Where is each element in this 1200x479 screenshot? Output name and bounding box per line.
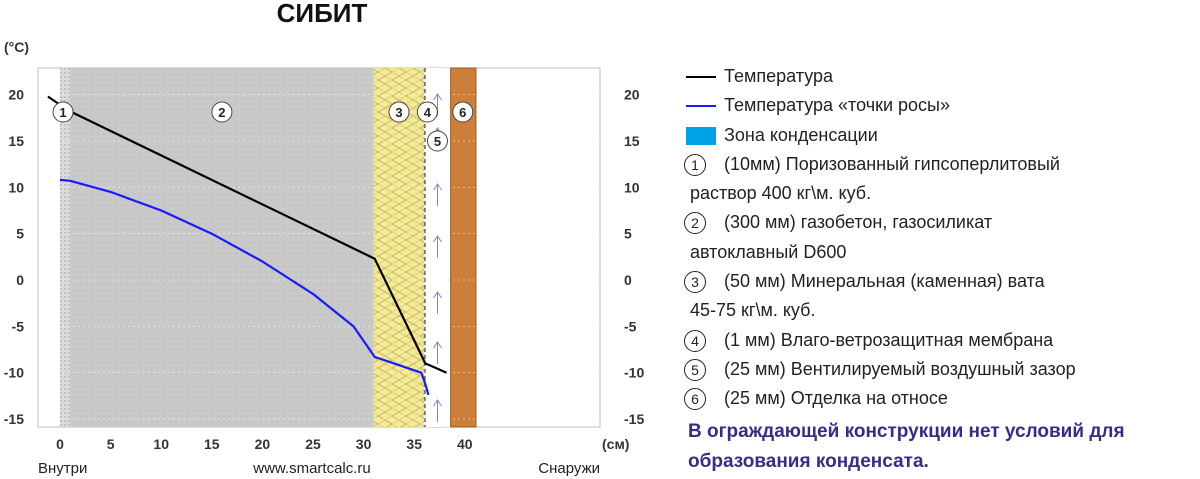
x-tick-label: 35 <box>406 436 422 452</box>
y-tick-label-right: -15 <box>624 411 644 427</box>
y-tick-label-left: 15 <box>8 133 24 149</box>
layer-item-3: 3 (50 мм) Минеральная (каменная) вата 45-7… <box>684 267 1196 326</box>
layer-2-band <box>70 68 374 427</box>
layer-1-marker <box>52 101 74 123</box>
layer-item-number-badge: 6 <box>684 388 706 411</box>
y-tick-label-left: 10 <box>8 179 24 195</box>
legend-dew-point: Температура «точки росы» <box>684 91 1196 120</box>
legend-temperature-label: Температура <box>724 66 834 86</box>
x-tick-label: 20 <box>255 436 271 452</box>
x-tick-label: 15 <box>204 436 220 452</box>
airflow-arrow-head <box>433 399 442 407</box>
airflow-arrow-head <box>433 291 442 299</box>
layer-3-marker-label: 3 <box>395 105 402 120</box>
layer-4-marker <box>416 101 438 123</box>
y-tick-label-right: 20 <box>624 87 640 103</box>
layer-2-marker-label: 2 <box>218 105 225 120</box>
layer-item-description: (10мм) Поризованный гипсоперлитовый <box>724 153 1060 174</box>
layer-1-band <box>60 68 71 427</box>
chart-grid <box>38 94 600 420</box>
layer-item-description: (50 мм) Минеральная (каменная) вата <box>724 271 1045 292</box>
legend: Температура Температура «точки росы» Зон… <box>684 62 1196 414</box>
layer-6-marker-label: 6 <box>459 105 466 120</box>
y-tick-label-left: -15 <box>4 411 24 427</box>
x-tick-label: 40 <box>457 436 473 452</box>
y-tick-label-left: 5 <box>16 226 24 242</box>
y-tick-label-left: 20 <box>8 87 24 103</box>
legend-condensation-zone: Зона конденсации <box>684 121 1196 150</box>
layer-5-band <box>425 68 451 427</box>
layer-item-2: 2 (300 мм) газобетон, газосиликат автоклав… <box>684 208 1196 267</box>
y-tick-label-left: -10 <box>4 365 24 381</box>
y-tick-label-left: 0 <box>16 272 24 288</box>
x-tick-label: 30 <box>356 436 372 452</box>
layer-item-number-badge: 5 <box>684 358 706 381</box>
layer-item-number-badge: 3 <box>684 271 706 294</box>
legend-dew-point-label: Температура «точки росы» <box>724 95 950 116</box>
x-tick-label: 25 <box>305 436 321 452</box>
y-tick-label-right: -10 <box>624 365 644 381</box>
layer-2-marker <box>211 101 233 123</box>
layer-5-marker-label: 5 <box>434 134 441 149</box>
y-tick-label-left: -5 <box>12 318 25 334</box>
layer-list: 1 (10мм) Поризованный гипсоперлитовый раст… <box>684 150 1196 414</box>
layer-4-marker-label: 4 <box>424 105 432 120</box>
layer-item-description: (25 мм) Вентилируемый воздушный зазор <box>724 358 1076 379</box>
layer-item-description-cont: раствор 400 кг\м. куб. <box>690 183 872 204</box>
airflow-arrow-head <box>433 341 442 349</box>
dew-point-line <box>59 178 430 396</box>
airflow-arrow-head <box>433 93 442 101</box>
layer-item-description: (300 мм) газобетон, газосиликат <box>724 212 993 233</box>
layer-5-marker <box>426 130 448 152</box>
layer-markers: 1 2 3 45 6 <box>52 101 474 152</box>
layer-1-marker-label: 1 <box>59 105 66 120</box>
y-tick-label-right: 15 <box>624 133 640 149</box>
x-tick-label: 10 <box>153 436 169 452</box>
layer-6-marker <box>452 101 474 123</box>
layer-item-description: (25 мм) Отделка на относе <box>724 388 948 409</box>
layer-item-description-cont: 45-75 кг\м. куб. <box>690 300 816 321</box>
y-axis-label: (°C) <box>4 39 29 55</box>
source-label: www.smartcalc.ru <box>252 460 371 477</box>
x-tick-label: 0 <box>56 436 64 452</box>
x-axis-label: (см) <box>602 436 629 452</box>
layer-item-number-badge: 2 <box>684 212 706 235</box>
legend-condensation-label: Зона конденсации <box>724 124 878 145</box>
y-tick-label-right: 5 <box>624 226 632 242</box>
conclusion-text: В ограждающей конструкции нет условий дл… <box>688 421 1125 472</box>
layer-item-1: 1 (10мм) Поризованный гипсоперлитовый раст… <box>684 150 1196 209</box>
outside-label: Снаружи <box>538 460 600 477</box>
inside-label: Внутри <box>38 460 87 477</box>
layer-bands <box>60 67 477 428</box>
y-tick-label-right: 0 <box>624 272 632 288</box>
layer-item-4: 4 (1 мм) Влаго-ветрозащитная мембрана <box>684 326 1196 355</box>
layer-item-6: 6 (25 мм) Отделка на относе <box>684 384 1196 413</box>
y-tick-label-right: -5 <box>624 318 637 334</box>
layer-4-band <box>424 68 426 427</box>
legend-temperature: Температура <box>684 62 1196 91</box>
chart-title: СИБИТ <box>277 0 368 28</box>
layer-item-5: 5 (25 мм) Вентилируемый воздушный зазор <box>684 355 1196 384</box>
layer-item-description-cont: автоклавный D600 <box>690 241 847 262</box>
airflow-arrow-head <box>433 235 442 243</box>
x-tick-label: 5 <box>107 436 115 452</box>
layer-3-band <box>373 68 425 427</box>
y-tick-label-right: 10 <box>624 179 640 195</box>
temperature-line-swatch <box>686 76 716 78</box>
layer-item-number-badge: 4 <box>684 329 706 352</box>
layer-item-number-badge: 1 <box>684 153 706 176</box>
layer-6-band <box>450 67 477 428</box>
layer-3-marker <box>388 101 410 123</box>
condensation-zone-swatch <box>686 126 716 145</box>
dew-point-line-swatch <box>686 105 716 108</box>
layer-item-description: (1 мм) Влаго-ветрозащитная мембрана <box>724 329 1054 350</box>
airflow-arrow-head <box>433 183 442 191</box>
